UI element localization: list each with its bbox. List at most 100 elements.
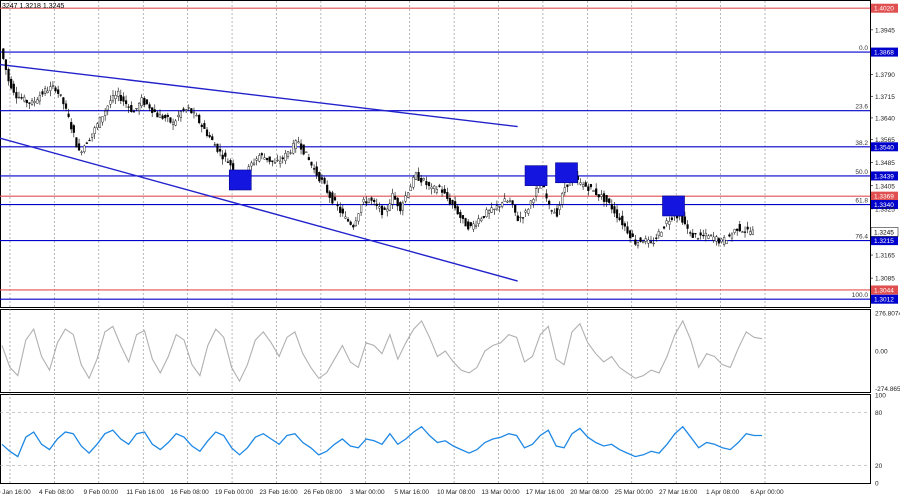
candle-body <box>563 187 566 193</box>
candle-body <box>292 143 295 154</box>
channel-line <box>0 63 518 128</box>
candle-body <box>493 208 496 211</box>
candle-body <box>712 236 715 241</box>
x-tick-label: 19 Feb 00:00 <box>215 489 254 496</box>
candle-body <box>644 238 647 242</box>
candle-body <box>683 216 687 225</box>
y-tick-label: 1.3715 <box>875 94 895 101</box>
candle-body <box>440 189 444 193</box>
price-tag-label: 1.3540 <box>874 144 894 151</box>
candle-body <box>501 202 504 207</box>
candle-body <box>179 111 183 118</box>
y-tick-label: 1.3945 <box>875 27 895 34</box>
candle-body <box>46 90 49 93</box>
candle-body <box>91 133 94 138</box>
candle-body <box>725 240 728 244</box>
candle-body <box>252 162 256 165</box>
candle-body <box>260 153 263 156</box>
candle-body <box>12 83 15 93</box>
candle-body <box>229 160 232 166</box>
y-tick-label: 1.3565 <box>875 137 895 144</box>
candle-body <box>255 158 258 161</box>
candle-body <box>670 217 673 220</box>
candle-body <box>467 221 470 230</box>
candle-body <box>696 238 700 240</box>
candle-body <box>312 168 316 170</box>
candle-body <box>185 109 188 111</box>
candle-body <box>521 217 525 219</box>
candle-body <box>741 231 744 233</box>
candle-body <box>93 127 96 134</box>
candle-body <box>464 218 467 227</box>
candle-body <box>605 195 608 203</box>
y-tick-label: 1.3790 <box>875 72 895 79</box>
x-tick-label: 4 Feb 08:00 <box>39 489 74 496</box>
candle-body <box>177 114 180 118</box>
candle-body <box>130 105 133 112</box>
candle-body <box>715 236 718 242</box>
candle-body <box>273 162 277 164</box>
candle-body <box>284 153 287 161</box>
candle-body <box>132 111 135 113</box>
candle-body <box>665 220 668 224</box>
price-tag-label: 1.3012 <box>874 297 894 304</box>
signal-marker <box>524 165 548 186</box>
x-tick-label: 26 Feb 08:00 <box>304 489 343 496</box>
candle-body <box>161 115 164 119</box>
candle-body <box>336 204 339 207</box>
candle-body <box>558 205 561 210</box>
candle-body <box>524 210 527 213</box>
candle-body <box>480 218 483 222</box>
candle-body <box>43 88 47 94</box>
price-tag-label: 1.3215 <box>874 238 894 245</box>
candle-body <box>85 142 88 144</box>
candle-body <box>49 86 52 91</box>
candle-body <box>553 212 556 214</box>
candle-body <box>396 197 399 207</box>
channel-lines <box>0 63 518 282</box>
candle-body <box>589 184 593 188</box>
cci-tick-label: 276.8074 <box>875 311 900 318</box>
candle-body <box>198 114 201 124</box>
candle-body <box>70 122 73 130</box>
candle-body <box>62 97 65 105</box>
fib-label: 23.6 <box>855 104 868 111</box>
x-tick-label: 13 Mar 00:00 <box>481 489 520 496</box>
x-tick-label: 25 Mar 00:00 <box>615 489 654 496</box>
candle-body <box>2 48 5 59</box>
candle-body <box>642 241 645 244</box>
candle-body <box>375 203 378 206</box>
candle-body <box>352 225 355 228</box>
price-panel <box>0 0 871 308</box>
candle-body <box>469 222 472 226</box>
candle-body <box>271 160 274 163</box>
candle-body <box>378 206 381 209</box>
candle-body <box>357 213 360 222</box>
candle-body <box>393 195 397 200</box>
candle-body <box>174 120 177 126</box>
candle-body <box>380 205 384 216</box>
candle-body <box>459 212 462 218</box>
y-tick-label: 1.3085 <box>875 276 895 283</box>
candle-body <box>205 129 209 136</box>
price-tag <box>871 3 898 13</box>
candle-body <box>438 185 441 187</box>
candle-body <box>561 193 564 205</box>
candle-body <box>608 198 611 203</box>
candle-body <box>631 233 634 237</box>
candle-body <box>75 137 78 148</box>
candle-body <box>738 224 741 232</box>
candle-body <box>140 97 143 107</box>
candle-body <box>414 172 418 180</box>
candle-body <box>57 89 60 94</box>
candle-body <box>647 239 650 244</box>
candle-body <box>33 101 36 103</box>
candle-body <box>723 237 726 245</box>
candle-body <box>104 110 107 116</box>
x-tick-label: 16 Feb 08:00 <box>170 489 209 496</box>
candle-body <box>660 232 663 237</box>
markers <box>0 58 685 217</box>
fib-label: 100.0 <box>852 292 869 299</box>
candle-body <box>190 108 193 114</box>
rsi-series <box>0 412 870 466</box>
